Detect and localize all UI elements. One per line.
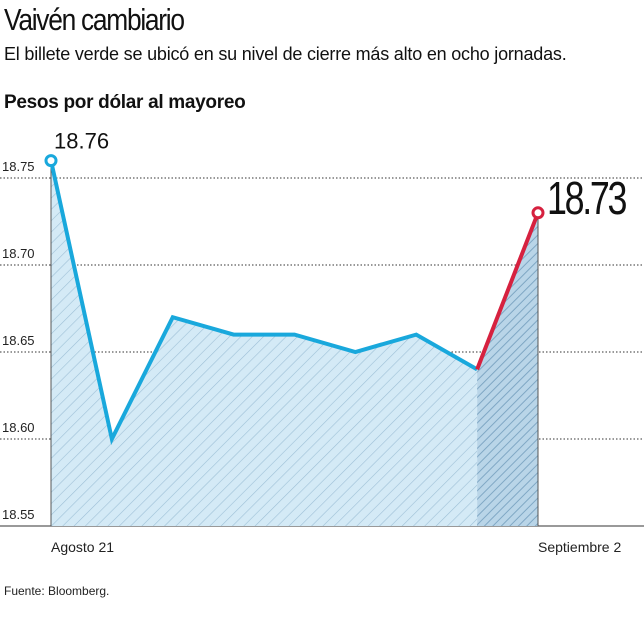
source-note: Fuente: Bloomberg. [4, 584, 110, 598]
chart-subtitle: El billete verde se ubicó en su nivel de… [4, 44, 567, 64]
y-axis-label: Pesos por dólar al mayoreo [4, 92, 246, 113]
y-tick-label: 18.70 [2, 246, 35, 261]
series-line [49, 160, 479, 445]
area-hatch [51, 160, 478, 526]
area-hatch-last [477, 212, 538, 527]
data-point-last [531, 206, 545, 220]
y-tick-label: 18.60 [2, 420, 35, 435]
data-point-first [44, 154, 58, 168]
x-tick-label: Agosto 21 [51, 539, 114, 555]
series-line-last [475, 212, 540, 371]
chart-title: Vaivén cambiario [4, 2, 185, 37]
y-tick-label: 18.75 [2, 159, 35, 174]
x-tick-label: Septiembre 2 [538, 539, 621, 555]
y-tick-label: 18.65 [2, 333, 35, 348]
data-label-last: 18.73 [547, 173, 627, 224]
y-tick-label: 18.55 [2, 507, 35, 522]
data-label-first: 18.76 [54, 129, 109, 154]
